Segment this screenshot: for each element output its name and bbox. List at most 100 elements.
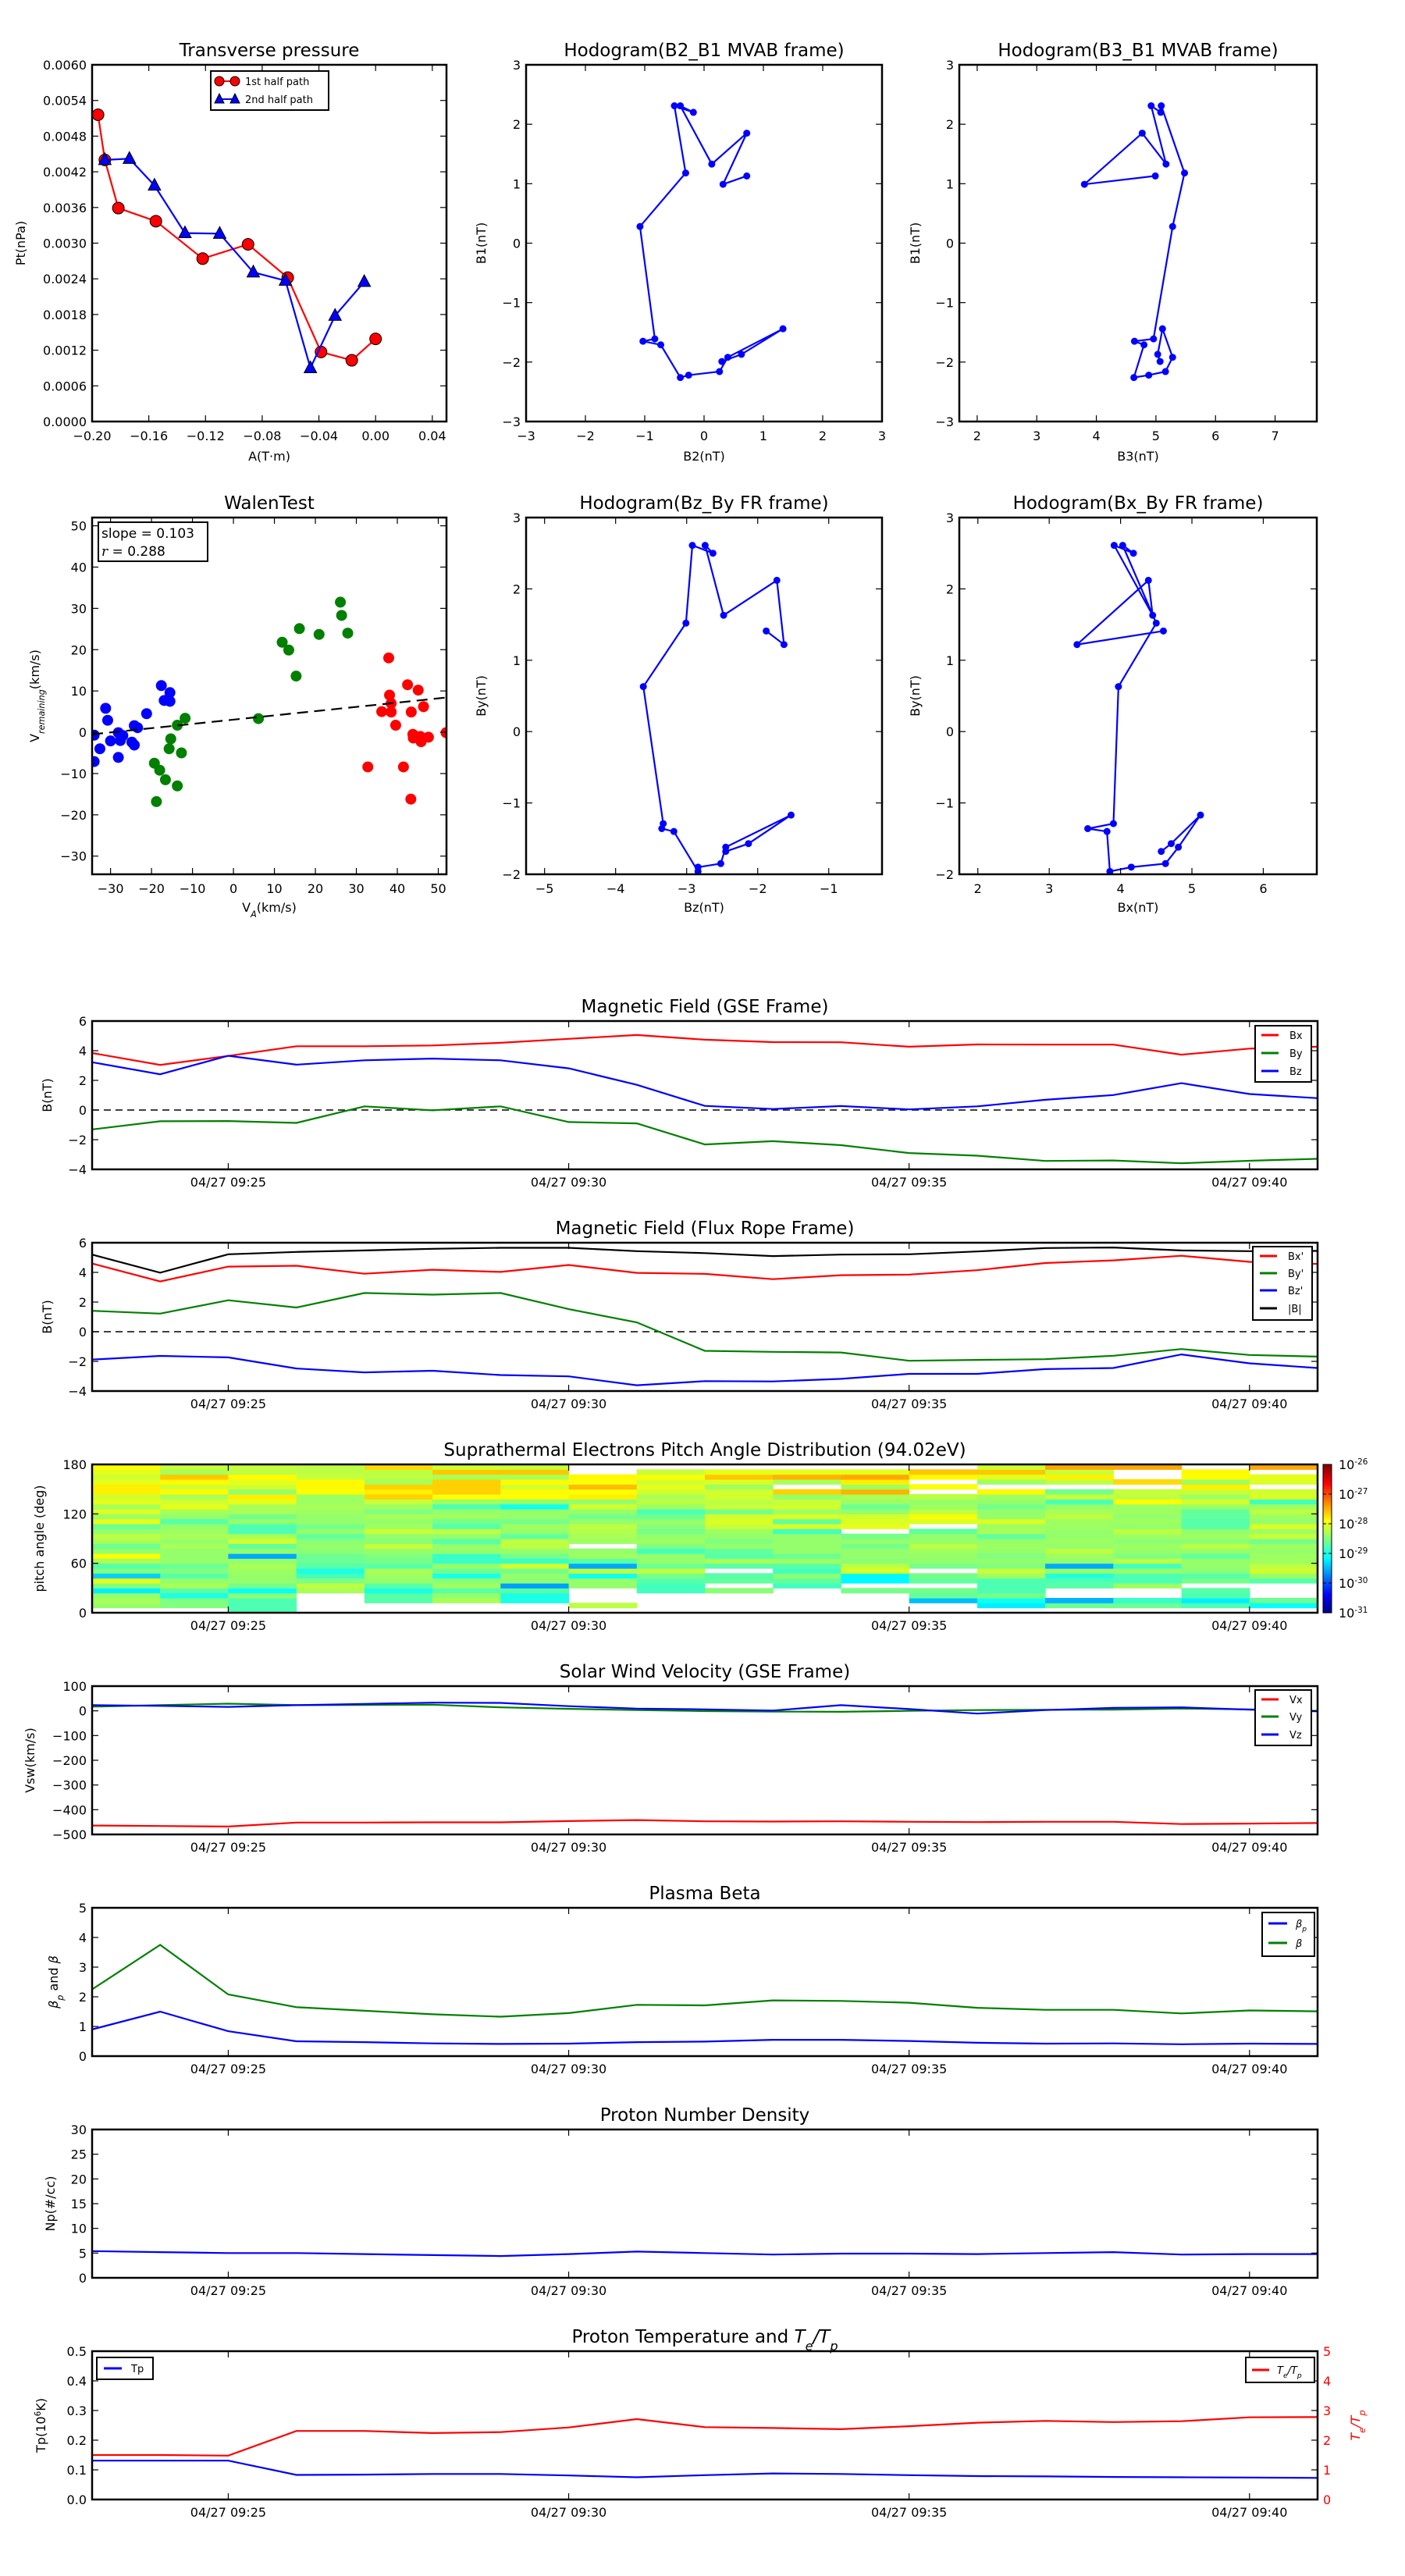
- scatter-point: [94, 743, 105, 755]
- heatmap-cell: [432, 1499, 501, 1505]
- series-line: [92, 2460, 1318, 2479]
- heatmap-cell: [841, 1479, 910, 1485]
- heatmap-cell: [160, 1583, 229, 1589]
- colorbar-segment: [1323, 1559, 1332, 1562]
- x-tick-label: −0.16: [130, 429, 168, 443]
- heatmap-cell: [773, 1514, 841, 1520]
- series-line: [92, 2250, 1318, 2258]
- y2-axis-label-part: p: [1357, 2411, 1368, 2417]
- colorbar-segment: [1323, 1574, 1332, 1577]
- heatmap-cell: [1249, 1518, 1318, 1525]
- legend-label: Bz': [1288, 1286, 1303, 1297]
- heatmap-cell: [1045, 1598, 1114, 1603]
- colorbar-segment: [1323, 1496, 1332, 1500]
- heatmap-cell: [92, 1573, 161, 1579]
- heatmap-cell: [841, 1494, 910, 1500]
- x-tick-label: 04/27 09:25: [190, 2062, 266, 2076]
- data-point-triangle: [278, 272, 293, 286]
- colorbar-segment: [1323, 1539, 1332, 1542]
- heatmap-cell: [841, 1503, 910, 1510]
- chart-title-part: p: [829, 2339, 838, 2354]
- heatmap-cell: [228, 1524, 297, 1529]
- y2-tick-label: 0: [1323, 2492, 1331, 2507]
- colorbar-segment: [1323, 1578, 1332, 1581]
- heatmap-cell: [1045, 1503, 1114, 1510]
- y-tick-label: 0: [79, 2271, 87, 2286]
- legend-label: Bx': [1288, 1251, 1304, 1263]
- heatmap-cell: [841, 1509, 910, 1514]
- data-point-triangle: [246, 264, 261, 278]
- colorbar-segment: [1323, 1602, 1332, 1605]
- heatmap-cell: [1045, 1553, 1114, 1559]
- heatmap-cell: [92, 1464, 161, 1470]
- colorbar-segment: [1323, 1531, 1332, 1533]
- regression-line: [92, 696, 446, 735]
- heatmap-cell: [636, 1568, 706, 1574]
- heatmap-cell: [1113, 1499, 1183, 1505]
- legend: Vx Vy Vz: [1254, 1689, 1312, 1746]
- heatmap-cell: [568, 1553, 638, 1559]
- colorbar-segment: [1323, 1510, 1332, 1513]
- plot-area: [92, 1702, 1318, 1828]
- x-tick-label: 04/27 09:35: [871, 1175, 947, 1190]
- chart-title-part: T: [795, 2327, 807, 2347]
- annotation-box: [98, 521, 208, 562]
- y2-tick-label: 3: [1323, 2403, 1331, 2418]
- y-tick-label: 0.0054: [43, 94, 87, 109]
- x-tick-label: 04/27 09:25: [190, 2505, 266, 2520]
- y-axis-label-part: Tp(10: [34, 2416, 48, 2453]
- scatter-point: [283, 644, 294, 656]
- heatmap-cell: [1181, 1568, 1250, 1574]
- y2-axis-label-part: T: [1348, 2432, 1363, 2440]
- heatmap-cell: [92, 1494, 161, 1500]
- y-axis-label: Np(#/cc): [43, 2176, 58, 2232]
- heatmap-cell: [1113, 1514, 1183, 1520]
- heatmap-cell: [500, 1563, 570, 1569]
- y-tick-label: −2: [68, 1354, 87, 1369]
- y-tick-label: −2: [502, 867, 521, 882]
- x-tick-label: 04/27 09:25: [190, 1618, 266, 1633]
- y-tick-label: 2: [513, 582, 521, 596]
- heatmap-cell: [1181, 1573, 1250, 1579]
- colorbar-segment: [1323, 1529, 1332, 1532]
- chart-title: Magnetic Field (GSE Frame): [582, 997, 829, 1017]
- data-point-triangle: [357, 273, 372, 287]
- plot-frame: [91, 1019, 1319, 1171]
- colorbar-label-part: 10: [1339, 1517, 1354, 1532]
- legend-label-part: β: [1295, 1938, 1302, 1950]
- hodogram-b2-b1-chart: Hodogram(B2_B1 MVAB frame) −3 −2 −1 0 1 2 3 −3 −2…: [474, 41, 886, 464]
- hodogram-point: [688, 542, 696, 550]
- hodogram-point: [1084, 825, 1092, 833]
- legend-marker-circle: [229, 76, 240, 87]
- hodogram-point: [1162, 160, 1170, 168]
- legend-label-part: T: [1277, 2365, 1284, 2377]
- colorbar-segment: [1323, 1547, 1332, 1550]
- x-tick-label: 3: [1033, 429, 1040, 443]
- x-tick-label: 04/27 09:30: [531, 1618, 606, 1633]
- heatmap-cell: [636, 1588, 706, 1594]
- colorbar-segment: [1323, 1610, 1332, 1612]
- heatmap-cell: [296, 1474, 365, 1480]
- scatter-point: [132, 722, 144, 734]
- colorbar-segment: [1323, 1495, 1332, 1498]
- hodogram-point: [745, 840, 752, 848]
- legend-label: Vz: [1289, 1730, 1302, 1742]
- heatmap-cell: [773, 1568, 841, 1574]
- x-tick-label: −0.20: [73, 429, 111, 443]
- colorbar-segment: [1323, 1493, 1332, 1495]
- legend-label-part: /: [1287, 2365, 1293, 2377]
- series-line: [92, 1702, 1318, 1715]
- scatter-point: [384, 689, 396, 701]
- colorbar-segment: [1323, 1585, 1332, 1589]
- y-tick-label: 25: [71, 2147, 87, 2162]
- y-tick-label: 0.0036: [43, 201, 87, 215]
- heatmap-cell: [160, 1573, 229, 1579]
- chart-title: Proton Temperature and Te/Tp: [571, 2327, 838, 2354]
- colorbar-segment: [1323, 1506, 1332, 1508]
- y-tick-label: 120: [62, 1507, 87, 1521]
- x-tick-label: −2: [576, 429, 595, 443]
- heatmap-cell: [976, 1603, 1046, 1609]
- y-axis-label: Pt(nPa): [13, 221, 28, 265]
- heatmap-cell: [432, 1494, 501, 1500]
